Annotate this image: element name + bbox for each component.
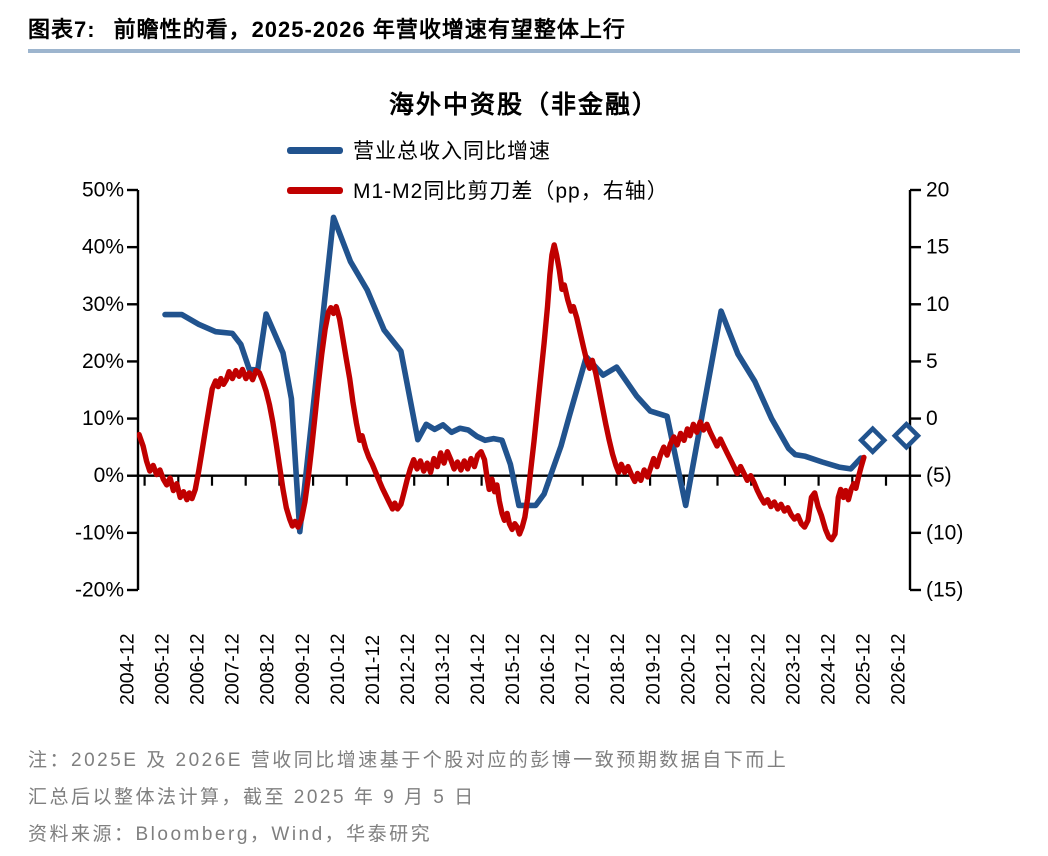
left-axis-tick-label: 20% — [82, 350, 124, 373]
legend-label-revenue: 营业总收入同比增速 — [353, 140, 551, 163]
right-axis-tick-label: (15) — [926, 579, 963, 602]
figure-header: 图表7: 前瞻性的看，2025-2026 年营收增速有望整体上行 — [28, 12, 626, 44]
left-axis-tick-label: 30% — [82, 293, 124, 316]
x-axis-tick-label: 2020-12 — [677, 633, 699, 705]
footnotes: 注：2025E 及 2026E 营收同比增速基于个股对应的彭博一致预期数据自下而… — [28, 742, 788, 853]
legend-swatch-revenue-line-icon — [287, 146, 343, 154]
axes — [136, 190, 912, 590]
revenue-growth-forecast-diamond-marker — [891, 420, 922, 451]
x-axis: 2004-12 2005-12 2006-12 2007-12 2008-12 2009-… — [117, 475, 910, 705]
x-axis-tick-label: 2010-12 — [327, 633, 349, 705]
m1-m2-spread-line — [137, 242, 867, 543]
x-axis-tick-label: 2008-12 — [257, 633, 279, 705]
x-axis-tick-label: 2017-12 — [572, 633, 594, 705]
x-axis-tick-label: 2026-12 — [888, 633, 910, 705]
left-axis-tick-label: 50% — [82, 179, 124, 202]
x-axis-tick-label: 2004-12 — [117, 633, 139, 705]
x-axis-tick-label: 2013-12 — [432, 633, 454, 705]
x-axis-tick-label: 2022-12 — [747, 633, 769, 705]
x-axis-tick-label: 2011-12 — [362, 635, 384, 705]
x-axis-tick-label: 2021-12 — [712, 633, 734, 705]
x-axis-tick-label: 2016-12 — [537, 633, 559, 705]
x-axis-tick-label: 2009-12 — [292, 633, 314, 705]
x-axis-tick-label: 2025-12 — [853, 633, 875, 705]
right-axis-tick-label: 0 — [926, 407, 938, 430]
x-axis-tick-label: 2023-12 — [782, 633, 804, 705]
x-axis-tick-label: 2018-12 — [607, 633, 629, 705]
right-axis-tick-label: (5) — [926, 464, 952, 487]
left-axis: 50% 40% 30% 20% 10% 0% -10% -20% — [75, 179, 138, 602]
figure-title: 前瞻性的看，2025-2026 年营收增速有望整体上行 — [113, 17, 626, 42]
right-axis-tick-label: 15 — [926, 236, 949, 259]
revenue-growth-forecast-diamond-marker — [857, 425, 888, 456]
legend-item-revenue: 营业总收入同比增速 — [287, 130, 669, 170]
legend-label-m1m2: M1-M2同比剪刀差（pp，右轴） — [353, 180, 669, 203]
x-axis-tick-label: 2006-12 — [187, 633, 209, 705]
x-axis-tick-label: 2005-12 — [152, 633, 174, 705]
x-axis-tick-label: 2019-12 — [642, 633, 664, 705]
right-axis-tick-label: (10) — [926, 521, 963, 544]
legend-item-m1m2: M1-M2同比剪刀差（pp，右轴） — [287, 170, 669, 210]
revenue-growth-line — [162, 214, 864, 535]
x-axis-tick-label: 2015-12 — [502, 633, 524, 705]
title-divider — [28, 49, 1020, 53]
x-axis-tick-label: 2024-12 — [818, 633, 840, 705]
right-axis-tick-label: 5 — [926, 350, 938, 373]
note-line-2: 汇总后以整体法计算，截至 2025 年 9 月 5 日 — [28, 787, 476, 808]
chart-title: 海外中资股（非金融） — [388, 91, 659, 119]
left-axis-tick-label: 0% — [94, 464, 124, 487]
right-axis-tick-label: 10 — [926, 293, 949, 316]
source-line: 资料来源：Bloomberg，Wind，华泰研究 — [28, 824, 433, 845]
left-axis-tick-label: -20% — [75, 579, 124, 602]
legend: 营业总收入同比增速 M1-M2同比剪刀差（pp，右轴） — [287, 130, 669, 210]
right-axis: 20 15 10 5 0 (5) (10) (15) — [910, 179, 963, 602]
note-line-1: 注：2025E 及 2026E 营收同比增速基于个股对应的彭博一致预期数据自下而… — [28, 750, 789, 771]
x-axis-tick-label: 2007-12 — [222, 633, 244, 705]
x-axis-tick-label: 2012-12 — [397, 633, 419, 705]
figure-label: 图表7: — [28, 17, 96, 42]
legend-swatch-m1m2-line-icon — [287, 186, 343, 194]
left-axis-tick-label: -10% — [75, 521, 124, 544]
left-axis-tick-label: 40% — [82, 236, 124, 259]
x-axis-tick-label: 2014-12 — [467, 633, 489, 705]
right-axis-tick-label: 20 — [926, 179, 949, 202]
left-axis-tick-label: 10% — [82, 407, 124, 430]
